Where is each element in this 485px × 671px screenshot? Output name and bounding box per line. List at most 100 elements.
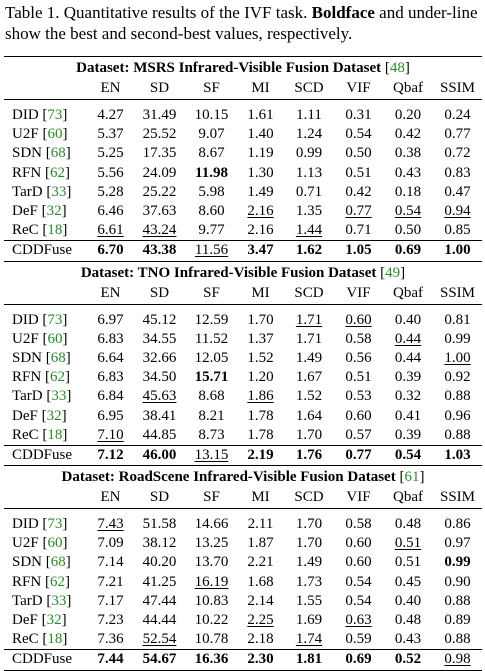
citation-bracket: [ bbox=[38, 222, 48, 239]
value: 0.97 bbox=[444, 535, 471, 552]
value-cell: 32.66 bbox=[133, 350, 186, 367]
value: 0.39 bbox=[394, 369, 422, 386]
value: 8.68 bbox=[198, 388, 225, 405]
method-citation: 62 bbox=[49, 164, 65, 181]
method-name: U2F bbox=[12, 535, 39, 552]
citation-bracket: [ bbox=[38, 126, 48, 143]
value: 0.58 bbox=[345, 516, 372, 533]
value-cell: 1.11 bbox=[284, 107, 334, 124]
best-value: 1.62 bbox=[295, 242, 323, 259]
table-row: U2F [60] 5.37 25.52 9.07 1.40 1.24 0.54 0.42 0.7… bbox=[4, 125, 482, 144]
citation-bracket: ] bbox=[66, 183, 72, 200]
citation-bracket: [ bbox=[42, 592, 52, 609]
best-value: 0.52 bbox=[394, 651, 422, 668]
value-cell: 8.60 bbox=[186, 203, 237, 220]
value-cell: 0.98 bbox=[433, 651, 482, 668]
value-cell: 8.67 bbox=[186, 145, 237, 162]
value-cell: 5.25 bbox=[88, 145, 133, 162]
citation-bracket: [ bbox=[38, 516, 48, 533]
value: 0.71 bbox=[295, 183, 323, 200]
value-cell: 1.55 bbox=[284, 593, 334, 610]
method-citation: 18 bbox=[47, 222, 63, 239]
table-row: ReC [18] 7.36 52.54 10.78 2.18 1.74 0.59 0.43 0.… bbox=[4, 630, 482, 649]
method-cell: TarD [33] bbox=[4, 593, 88, 610]
value: 38.12 bbox=[142, 535, 177, 552]
citation-bracket: [ bbox=[38, 631, 48, 648]
value-cell: 8.73 bbox=[186, 427, 237, 444]
value-cell: 2.19 bbox=[237, 447, 284, 464]
dataset-title: Dataset: RoadScene Infrared-Visible Fusi… bbox=[4, 466, 482, 487]
value-cell: 0.50 bbox=[334, 145, 383, 162]
table-row: DeF [32] 7.23 44.44 10.22 2.25 1.69 0.63 0.48 0.… bbox=[4, 611, 482, 630]
value-cell: 13.25 bbox=[186, 535, 237, 552]
value-cell: 0.44 bbox=[383, 331, 433, 348]
value: 34.50 bbox=[142, 369, 177, 386]
value-cell: 0.51 bbox=[334, 369, 383, 386]
value-cell: 9.77 bbox=[186, 222, 237, 239]
value-cell: 38.12 bbox=[133, 535, 186, 552]
value-cell: 6.97 bbox=[88, 312, 133, 329]
header-rule bbox=[4, 508, 482, 509]
value-cell: 54.67 bbox=[133, 651, 186, 668]
citation-bracket: ] bbox=[62, 535, 68, 552]
value-cell: 2.11 bbox=[237, 516, 284, 533]
value: 7.23 bbox=[97, 612, 124, 629]
section-top-rule bbox=[4, 56, 482, 57]
value: 5.37 bbox=[97, 126, 124, 143]
table-row: RFN [62] 5.56 24.09 11.98 1.30 1.13 0.51 0.43 0.… bbox=[4, 164, 482, 183]
column-header: Qbaf bbox=[393, 489, 423, 505]
second-best-value: 43.24 bbox=[142, 222, 177, 239]
table-caption: Table 1. Quantitative results of the IVF… bbox=[5, 2, 483, 44]
value-cell: 0.41 bbox=[383, 408, 433, 425]
value-cell: 1.03 bbox=[433, 447, 482, 464]
citation-bracket: [ bbox=[37, 612, 47, 629]
citation-bracket: [ bbox=[384, 60, 390, 76]
value: 25.22 bbox=[142, 183, 177, 200]
value: 1.73 bbox=[295, 573, 323, 590]
value-cell: 1.30 bbox=[237, 165, 284, 182]
column-header: VIF bbox=[346, 284, 371, 301]
value: 6.97 bbox=[97, 311, 124, 328]
value-cell: 0.72 bbox=[433, 145, 482, 162]
second-best-value: 52.54 bbox=[142, 631, 177, 648]
second-best-value: 2.16 bbox=[247, 203, 274, 220]
value-cell: 25.52 bbox=[133, 126, 186, 143]
value-cell: 1.62 bbox=[284, 242, 334, 259]
value-cell: 15.71 bbox=[186, 369, 237, 386]
dataset-title: Dataset: MSRS Infrared-Visible Fusion Da… bbox=[4, 57, 482, 78]
value-cell: 6.46 bbox=[88, 203, 133, 220]
header-row: EN SD SF MI SCD VIF Qbaf SSIM bbox=[4, 487, 482, 508]
value-cell: 7.09 bbox=[88, 535, 133, 552]
value: 0.88 bbox=[444, 631, 471, 648]
table-row: TarD [33] 6.84 45.63 8.68 1.86 1.52 0.53 0.32 0.… bbox=[4, 387, 482, 406]
method-name: RFN bbox=[12, 573, 42, 590]
value: 45.12 bbox=[142, 311, 177, 328]
value: 31.49 bbox=[142, 107, 177, 124]
citation-bracket: [ bbox=[38, 107, 48, 124]
value-cell: 0.40 bbox=[383, 593, 433, 610]
method-name: DeF bbox=[12, 407, 38, 424]
value-cell: 8.21 bbox=[186, 408, 237, 425]
dataset-citation: 49 bbox=[385, 264, 401, 281]
value: 6.64 bbox=[97, 349, 124, 366]
best-value: 3.47 bbox=[247, 242, 274, 259]
value-cell: 7.21 bbox=[88, 574, 133, 591]
value-cell: 12.05 bbox=[186, 350, 237, 367]
value-cell: 0.60 bbox=[334, 554, 383, 571]
value-cell: 6.83 bbox=[88, 331, 133, 348]
dataset-title: Dataset: TNO Infrared-Visible Fusion Dat… bbox=[4, 262, 482, 283]
value-cell: 14.66 bbox=[186, 516, 237, 533]
value: 0.51 bbox=[394, 554, 422, 571]
value: 1.70 bbox=[247, 311, 274, 328]
table-row: TarD [33] 5.28 25.22 5.98 1.49 0.71 0.42 0.18 0.… bbox=[4, 183, 482, 202]
citation-bracket: ] bbox=[66, 388, 72, 405]
method-cell: SDN [68] bbox=[4, 350, 88, 367]
column-header: SD bbox=[149, 284, 170, 301]
best-value: 6.70 bbox=[97, 242, 124, 259]
value-cell: 2.30 bbox=[237, 651, 284, 668]
section-top-rule bbox=[4, 465, 482, 466]
header-row: EN SD SF MI SCD VIF Qbaf SSIM bbox=[4, 78, 482, 99]
citation-bracket: ] bbox=[62, 107, 68, 124]
value-cell: 5.98 bbox=[186, 184, 237, 201]
value-cell: 1.70 bbox=[284, 535, 334, 552]
